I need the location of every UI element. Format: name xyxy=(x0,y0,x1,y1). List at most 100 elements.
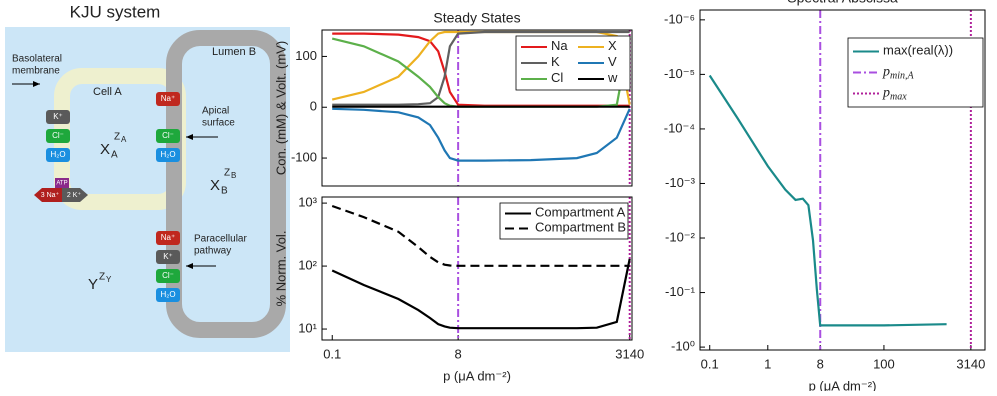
y-tick-label: -10⁻² xyxy=(665,229,696,244)
x-axis-label: p (μA dm⁻²) xyxy=(443,368,511,383)
legend-name: K xyxy=(551,54,560,69)
legend-name: w xyxy=(607,70,618,85)
apical-label: Apical xyxy=(202,106,229,117)
chip xyxy=(46,148,70,162)
chart-title: Steady States xyxy=(433,10,520,26)
legend-name: X xyxy=(608,38,617,53)
species-sub: A xyxy=(111,150,118,161)
species-sup: Z xyxy=(99,272,105,283)
legend-label: Cl xyxy=(551,70,563,85)
chip xyxy=(156,250,180,264)
chip-label: H₂O xyxy=(160,290,175,299)
chip xyxy=(156,269,180,283)
x-tick-label: 0.1 xyxy=(323,346,341,361)
y-tick-label: 10² xyxy=(298,258,317,273)
x-axis-label: p (μA dm⁻²) xyxy=(809,378,877,391)
legend-label: w xyxy=(607,70,618,85)
legend-label: Compartment A xyxy=(535,205,626,220)
paracellular-label: Paracellular xyxy=(194,234,247,245)
species-sup: Z xyxy=(114,132,120,143)
species-base: Y xyxy=(88,276,98,293)
plot-frame xyxy=(699,9,986,351)
chips: K⁺ Cl⁻ H₂O Na⁺ Cl⁻ H₂O Na⁺ K⁺ Cl⁻ H₂O AT… xyxy=(34,92,180,302)
y-tick-label: 10¹ xyxy=(298,320,317,335)
chip-label: ATP xyxy=(56,181,67,187)
cell-label: Cell A xyxy=(93,86,122,98)
chip-label: Na⁺ xyxy=(161,94,175,103)
legend-name: Compartment A xyxy=(535,205,626,220)
legend-name: Compartment B xyxy=(535,220,626,235)
legend-label: X xyxy=(608,38,617,53)
chip xyxy=(46,129,70,143)
chip-label: Na⁺ xyxy=(161,233,175,242)
species-base: X xyxy=(210,177,220,194)
chip xyxy=(156,92,180,106)
plot-frame xyxy=(321,196,633,341)
chip-label: H₂O xyxy=(50,150,65,159)
y-tick-label: -10⁻³ xyxy=(665,175,696,190)
chip xyxy=(156,288,180,302)
series-line xyxy=(332,30,630,106)
x-tick-label: 1 xyxy=(764,356,771,371)
y-tick-label: -10⁰ xyxy=(671,339,695,354)
x-tick-label: 8 xyxy=(817,356,824,371)
basolateral-label: Basolateral xyxy=(12,54,62,65)
legend-label: Na xyxy=(551,38,568,53)
species-supsub: Y xyxy=(106,275,112,284)
chip-label: H₂O xyxy=(160,150,175,159)
chip-label: K⁺ xyxy=(53,112,63,121)
species-supsub: A xyxy=(121,135,127,144)
series-line xyxy=(332,107,631,162)
species-base: X xyxy=(100,141,110,158)
legend-label: pmin,A xyxy=(882,65,915,82)
x-tick-label: 8 xyxy=(455,346,462,361)
pump-arrow xyxy=(34,188,62,202)
legend-label: V xyxy=(608,54,617,69)
y-axis-label: % Norm. Vol. xyxy=(273,231,288,307)
lumen-b xyxy=(166,30,286,338)
species-supsub: B xyxy=(231,171,236,180)
species-label: X A Z A X B Z B Y Z Y xyxy=(88,132,236,293)
diagram: KJU system Lumen B Cell A Basolateral me… xyxy=(5,2,290,352)
y-tick-label: 100 xyxy=(295,48,317,63)
legend-name: Cl xyxy=(551,70,563,85)
legend-name: Na xyxy=(551,38,568,53)
basolateral-label: membrane xyxy=(12,66,60,77)
x-tick-label: 3140 xyxy=(956,356,985,371)
chip-label: Cl⁻ xyxy=(52,131,64,140)
x-tick-label: 0.1 xyxy=(701,356,719,371)
series-line xyxy=(331,258,631,330)
y-axis-label: Con. (mM) & Volt. (mV) xyxy=(273,41,288,175)
plot-frame xyxy=(321,29,633,187)
species-sup: Z xyxy=(224,168,230,179)
paracellular-label: pathway xyxy=(194,246,231,257)
y-tick-label: -100 xyxy=(291,149,317,164)
atp xyxy=(55,178,69,188)
legend-label: pmax xyxy=(882,86,907,103)
y-tick-label: 10³ xyxy=(298,195,317,210)
y-tick-label: -10⁻¹ xyxy=(665,284,696,299)
apical-label: surface xyxy=(202,118,235,129)
chip xyxy=(156,129,180,143)
legend-label: K xyxy=(551,54,560,69)
legend-box xyxy=(499,202,629,240)
legend-name: p xyxy=(882,86,890,101)
lumen-label: Lumen B xyxy=(212,46,256,58)
y-tick-label: -10⁻⁶ xyxy=(664,11,695,26)
legend-label: max(real(λ)) xyxy=(883,43,953,58)
legend-label: Compartment B xyxy=(535,220,626,235)
pump-arrow xyxy=(62,188,88,202)
chip xyxy=(156,148,180,162)
chip-label: Cl⁻ xyxy=(162,271,174,280)
y-tick-label: -10⁻⁵ xyxy=(664,66,695,81)
chip xyxy=(156,231,180,245)
y-tick-label: 0 xyxy=(310,99,317,114)
x-tick-label: 3140 xyxy=(615,346,644,361)
diagram-title: KJU system xyxy=(70,2,161,21)
y-tick-label: -10⁻⁴ xyxy=(664,120,695,135)
chip-label: 2 K⁺ xyxy=(67,192,82,199)
chart-title: Spectral Abscissa xyxy=(787,0,898,6)
species-sub: B xyxy=(221,186,228,197)
chip-label: K⁺ xyxy=(163,252,173,261)
